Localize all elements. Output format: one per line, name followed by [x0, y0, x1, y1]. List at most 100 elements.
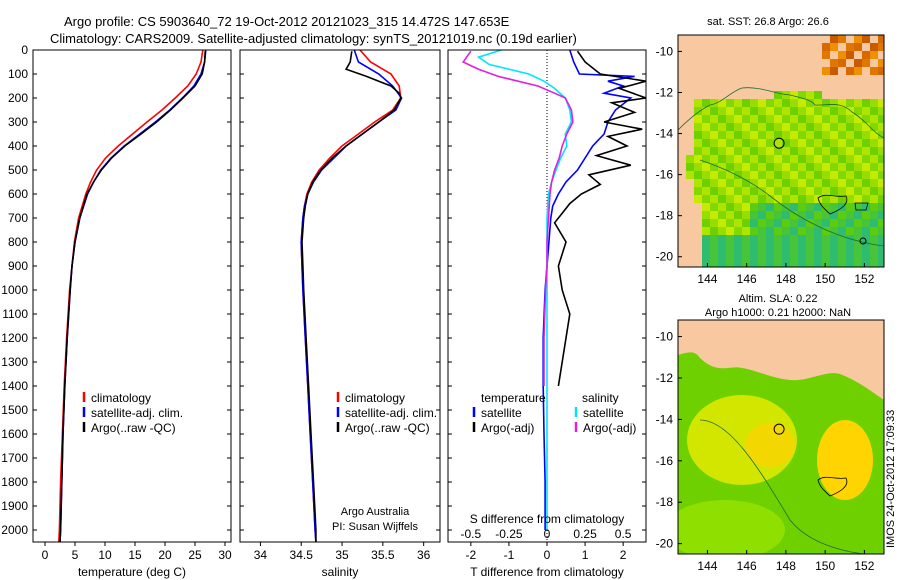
sst-cell	[694, 123, 702, 131]
sst-cell	[830, 107, 838, 115]
sst-cell	[854, 235, 862, 243]
sst-cell	[710, 155, 718, 163]
sst-cell	[838, 203, 846, 211]
sst-cell	[870, 195, 878, 203]
sla-high-anomaly-3	[817, 420, 873, 500]
sst-cell	[838, 131, 846, 139]
sst-cell	[774, 203, 782, 211]
sst-cell	[774, 179, 782, 187]
sst-cell	[846, 99, 854, 107]
sst-warm-cell	[822, 67, 830, 75]
sst-cell	[798, 203, 806, 211]
difference-xtick-label: -1	[504, 548, 515, 562]
sst-cell	[830, 147, 838, 155]
sst-warm-cell	[830, 35, 838, 43]
sst-cell	[862, 147, 870, 155]
sst-cell	[870, 155, 878, 163]
depth-tick-label: 400	[8, 139, 28, 153]
sst-cell	[718, 115, 726, 123]
sst-cell	[798, 251, 806, 259]
sst-cell	[846, 131, 854, 139]
sst-cell	[870, 203, 878, 211]
sst-xtick-label: 152	[854, 272, 874, 286]
sst-cell	[718, 107, 726, 115]
sst-cell	[862, 171, 870, 179]
sst-secondary-marker	[859, 237, 867, 245]
sst-cell	[710, 195, 718, 203]
sst-cell	[734, 259, 742, 267]
sst-cell	[686, 163, 694, 171]
sst-cell	[854, 187, 862, 195]
depth-tick-label: 1800	[1, 475, 28, 489]
sst-cell	[822, 203, 830, 211]
sst-cell	[870, 219, 878, 227]
sst-cell	[846, 163, 854, 171]
sst-cell	[742, 187, 750, 195]
depth-tick-label: 0	[21, 43, 28, 57]
sst-cell	[806, 179, 814, 187]
sst-cell	[766, 163, 774, 171]
s-difference-tick-label: 0	[544, 527, 551, 541]
sst-cell	[822, 243, 830, 251]
sst-cell	[838, 99, 846, 107]
sst-cell	[806, 115, 814, 123]
sst-cell	[830, 203, 838, 211]
sst-cell	[846, 243, 854, 251]
sst-cell	[734, 187, 742, 195]
sst-cell	[710, 203, 718, 211]
sst-cell	[870, 227, 878, 235]
sst-cell	[742, 227, 750, 235]
sst-cell	[806, 155, 814, 163]
sst-cell	[830, 211, 838, 219]
sst-cell	[830, 139, 838, 147]
sst-cell	[870, 107, 878, 115]
sst-cell	[694, 163, 702, 171]
sst-cell	[750, 251, 758, 259]
sst-cell	[726, 171, 734, 179]
sst-cell	[814, 259, 822, 267]
temperature-xtick-label: 10	[98, 548, 112, 562]
sst-cell	[854, 131, 862, 139]
sst-cell	[862, 227, 870, 235]
sst-cell	[734, 227, 742, 235]
sst-cell	[798, 259, 806, 267]
sst-cell	[774, 123, 782, 131]
sst-cell	[718, 123, 726, 131]
sst-cell	[806, 91, 814, 99]
sst-cell	[750, 227, 758, 235]
sst-cell	[838, 211, 846, 219]
sst-cell	[726, 107, 734, 115]
sst-map-frame	[677, 34, 885, 268]
sst-cell	[774, 219, 782, 227]
salinity-series-satellite	[300, 50, 403, 542]
sst-cell	[878, 147, 884, 155]
sst-cell	[862, 203, 870, 211]
sst-cell	[742, 99, 750, 107]
temperature-frame	[32, 49, 232, 543]
sst-warm-cell	[862, 59, 870, 67]
sst-cell	[726, 187, 734, 195]
sst-cell	[758, 203, 766, 211]
depth-tick-label: 1500	[1, 403, 28, 417]
sst-warm-cell	[878, 43, 884, 51]
sst-cell	[798, 243, 806, 251]
sst-cell	[718, 235, 726, 243]
sst-cell	[806, 219, 814, 227]
salinity-panel: 34 34.5 35 35.5 36 salinity climatologysatel…	[239, 49, 441, 579]
sst-cell	[846, 195, 854, 203]
sst-cell	[758, 123, 766, 131]
sst-cell	[758, 235, 766, 243]
sst-cell	[878, 171, 884, 179]
sst-cell	[750, 187, 758, 195]
sst-cell	[862, 219, 870, 227]
sst-cell	[774, 243, 782, 251]
sst-cell	[742, 171, 750, 179]
sst-cell	[702, 179, 710, 187]
sst-cell	[758, 99, 766, 107]
sst-cell	[806, 243, 814, 251]
sst-cell	[782, 171, 790, 179]
sst-cell	[774, 115, 782, 123]
sst-cell	[846, 219, 854, 227]
sst-cell	[838, 107, 846, 115]
